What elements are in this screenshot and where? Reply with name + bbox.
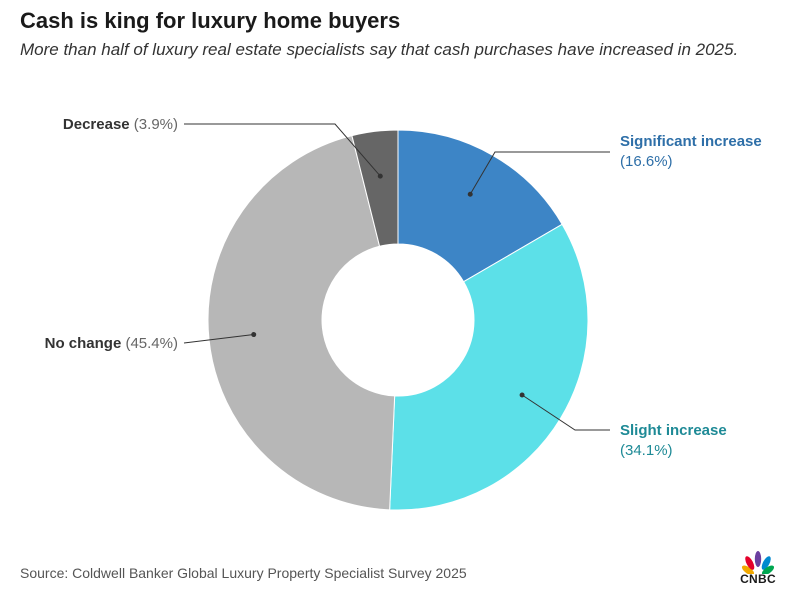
slice-decrease <box>351 129 399 247</box>
leader-dot <box>467 191 473 197</box>
chart-title: Cash is king for luxury home buyers <box>20 8 401 33</box>
slice-label-value: (45.4%) <box>121 335 178 352</box>
slice-label: Significant increase (16.6%) <box>620 133 762 170</box>
slice-label-name: Slight increase <box>620 422 727 439</box>
slice-label-name: Significant increase <box>620 133 762 150</box>
chart-subtitle: More than half of luxury real estate spe… <box>20 40 739 59</box>
leader-line <box>184 123 381 177</box>
slice-label-value: (3.9%) <box>130 116 178 133</box>
slice-label-name: Decrease <box>63 116 130 133</box>
leader-dot <box>377 173 383 179</box>
leader-line <box>521 394 610 431</box>
leader-line <box>183 334 254 344</box>
slice-significant-increase <box>397 129 563 283</box>
logo-text: CNBC <box>740 572 776 586</box>
leader-dot <box>251 332 257 338</box>
source-note: Source: Coldwell Banker Global Luxury Pr… <box>20 565 467 581</box>
leader-line <box>469 151 610 195</box>
slice-no-change <box>207 135 396 511</box>
cnbc-logo: CNBC <box>736 550 780 586</box>
slice-slight-increase <box>389 223 589 511</box>
slice-label: Decrease (3.9%) <box>63 116 178 133</box>
leader-dot <box>519 392 525 398</box>
slice-label-value: (16.6%) <box>620 153 673 170</box>
slice-label-value: (34.1%) <box>620 442 673 459</box>
slice-label: No change (45.4%) <box>45 335 178 352</box>
peacock-icon <box>741 551 775 581</box>
slice-label-name: No change <box>45 335 122 352</box>
slice-label: Slight increase (34.1%) <box>620 422 727 459</box>
